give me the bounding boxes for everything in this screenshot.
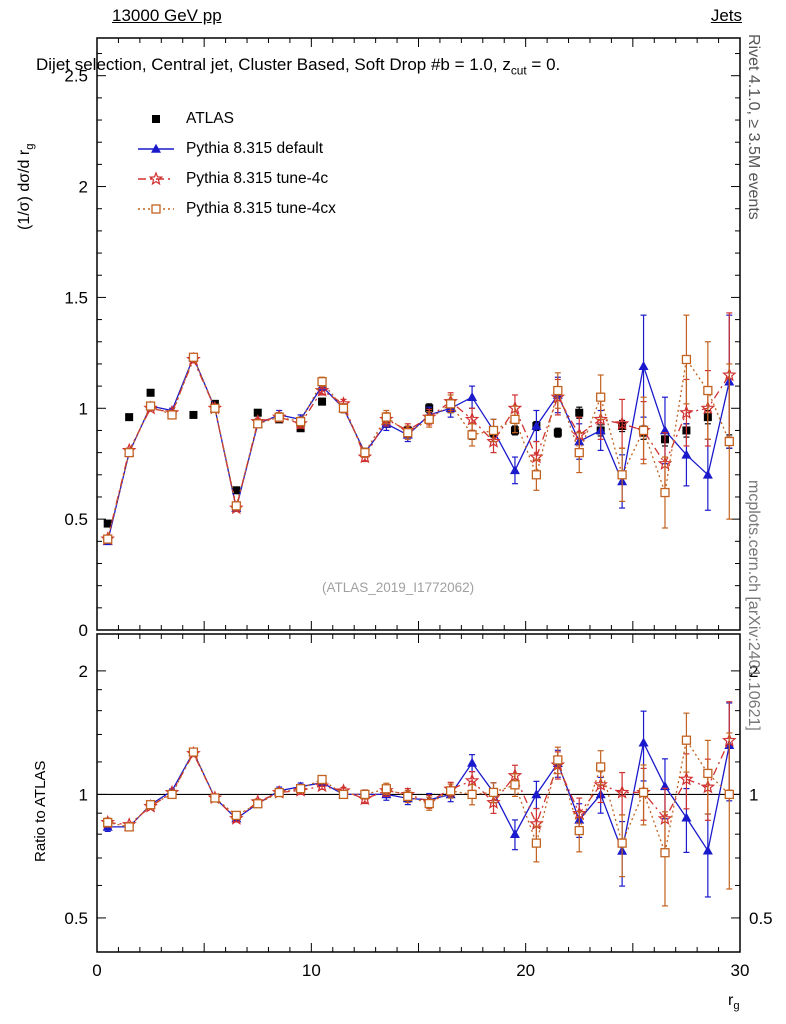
legend-item-pythia-4c: Pythia 8.315 tune-4c (136, 164, 336, 194)
legend-label-pythia-4c: Pythia 8.315 tune-4c (186, 170, 329, 187)
svg-text:1.5: 1.5 (64, 288, 88, 307)
svg-text:1: 1 (749, 785, 758, 804)
svg-text:0.5: 0.5 (749, 909, 773, 928)
plot-title-text: Dijet selection, Central jet, Cluster Ba… (36, 55, 511, 74)
svg-text:0.5: 0.5 (64, 909, 88, 928)
svg-text:2: 2 (79, 178, 88, 197)
pythia-4c-marker-icon (136, 170, 176, 188)
pythia-default-marker-icon (136, 140, 176, 158)
svg-text:30: 30 (731, 961, 750, 980)
legend-label-atlas: ATLAS (186, 110, 234, 127)
svg-text:20: 20 (516, 961, 535, 980)
svg-text:2: 2 (79, 662, 88, 681)
plot-title-tail: = 0. (526, 55, 561, 74)
y-axis-title: (1/σ) dσ/d rg (16, 144, 36, 230)
atlas-marker-icon (136, 110, 176, 128)
rivet-version-label: Rivet 4.1.0, ≥ 3.5M events (745, 34, 762, 220)
legend: ATLAS Pythia 8.315 default Pythia 8.315 … (136, 104, 336, 224)
y-axis-title-text: (1/σ) dσ/d r (16, 149, 33, 230)
plot-title: Dijet selection, Central jet, Cluster Ba… (36, 55, 760, 77)
plot-title-subscript: cut (510, 63, 527, 78)
svg-text:10: 10 (302, 961, 321, 980)
mcplots-credit-label: mcplots.cern.ch [arXiv:2401.10621] (745, 480, 762, 731)
svg-text:0.5: 0.5 (64, 510, 88, 529)
svg-text:0: 0 (92, 961, 101, 980)
svg-text:2.5: 2.5 (64, 67, 88, 86)
x-axis-title: rg (728, 992, 740, 1012)
svg-text:1: 1 (79, 785, 88, 804)
x-axis-title-subscript: g (733, 1000, 740, 1013)
header-beam-label: 13000 GeV pp (112, 6, 222, 25)
legend-label-pythia-4cx: Pythia 8.315 tune-4cx (186, 200, 336, 217)
legend-item-pythia-4cx: Pythia 8.315 tune-4cx (136, 194, 336, 224)
legend-item-atlas: ATLAS (136, 104, 336, 134)
svg-text:0: 0 (79, 621, 88, 640)
svg-text:1: 1 (79, 399, 88, 418)
y-axis-title-subscript: g (24, 143, 37, 150)
analysis-id-watermark: (ATLAS_2019_I1772062) (322, 580, 475, 595)
header-process-label: Jets (710, 6, 742, 25)
legend-item-pythia-default: Pythia 8.315 default (136, 134, 336, 164)
svg-text:2: 2 (749, 662, 758, 681)
x-axis-title-text: r (728, 992, 734, 1009)
legend-label-pythia-default: Pythia 8.315 default (186, 140, 324, 157)
pythia-4cx-marker-icon (136, 200, 176, 218)
ratio-axis-title: Ratio to ATLAS (32, 760, 49, 862)
